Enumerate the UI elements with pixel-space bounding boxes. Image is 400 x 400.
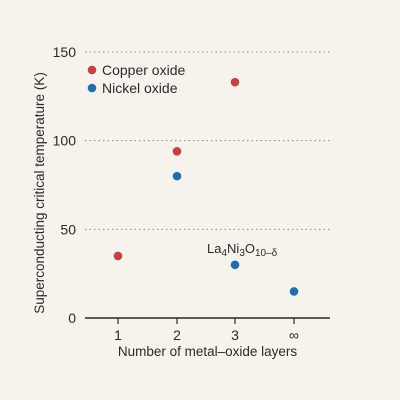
y-axis-title: Superconducting critical temperature (K)	[32, 72, 47, 314]
x-tick-label: ∞	[289, 327, 299, 343]
y-tick-label: 0	[68, 310, 76, 326]
legend-marker	[87, 83, 97, 93]
nickel-oxide-point	[289, 287, 299, 296]
y-tick-label: 50	[60, 221, 76, 237]
annotations: La4Ni3O10–δ	[207, 241, 278, 259]
copper-oxide-point	[172, 147, 182, 156]
legend-marker	[87, 65, 97, 75]
legend-label: Nickel oxide	[102, 80, 178, 96]
axes: 0 50 100 150 1 2 3 ∞Number of metal–oxide layer…	[32, 44, 330, 359]
copper-oxide-point	[230, 77, 240, 87]
legend: Copper oxide Nickel oxide	[87, 62, 185, 96]
nickel-oxide-point	[172, 171, 182, 181]
copper-oxide-point	[113, 251, 123, 261]
legend-label: Copper oxide	[102, 62, 185, 78]
y-tick-label: 150	[53, 44, 77, 60]
y-tick-label: 100	[53, 133, 77, 149]
grid-lines	[85, 51, 330, 230]
nickel-oxide-point	[230, 260, 240, 270]
x-axis-title: Number of metal–oxide layers	[118, 344, 298, 359]
x-tick-label: 2	[173, 327, 181, 343]
formula-annotation: La4Ni3O10–δ	[207, 241, 278, 259]
x-tick-label: 1	[114, 327, 122, 343]
x-tick-label: 3	[231, 327, 239, 343]
data-points	[113, 77, 299, 296]
